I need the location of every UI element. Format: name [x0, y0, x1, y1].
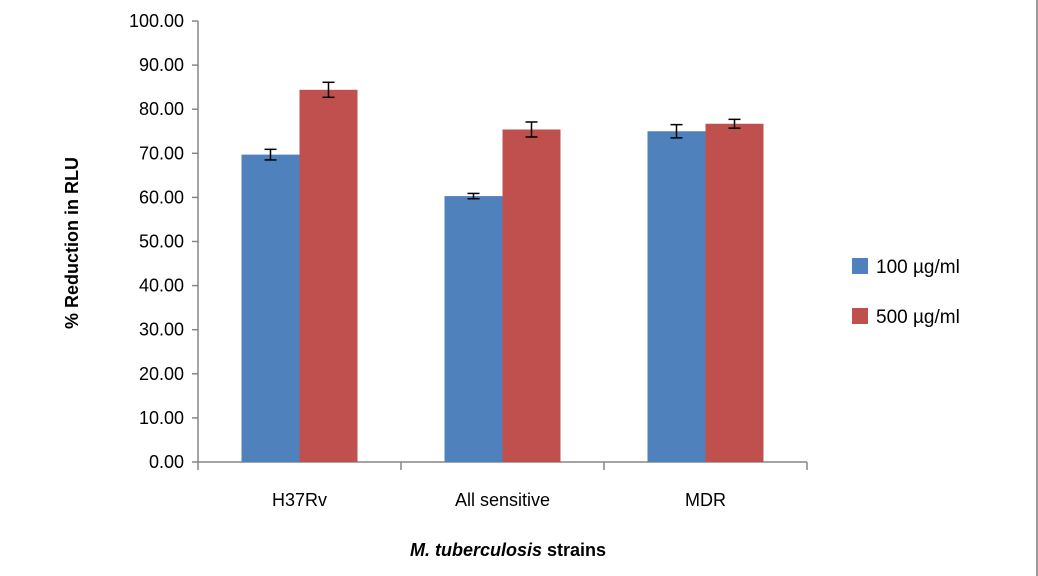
- y-tick-label: 10.00: [139, 408, 184, 428]
- legend-label: 500 µg/ml: [876, 307, 960, 328]
- y-tick-label: 60.00: [139, 187, 184, 207]
- tick-labels: 0.00 10.00 20.00 30.00 40.00 50.00 60.00 70.00 8…: [129, 11, 726, 510]
- y-tick-label: 90.00: [139, 55, 184, 75]
- legend-swatch: [852, 258, 868, 274]
- bar: [444, 196, 503, 462]
- legend-swatch: [852, 308, 868, 324]
- y-tick-label: 0.00: [149, 452, 184, 472]
- bar: [647, 131, 706, 462]
- y-tick-label: 80.00: [139, 99, 184, 119]
- y-tick-label: 40.00: [139, 276, 184, 296]
- bars: [241, 89, 764, 463]
- y-axis-title: % Reduction in RLU: [62, 157, 82, 329]
- error-bars: [264, 81, 741, 200]
- x-tick-label: MDR: [685, 490, 726, 510]
- legend-label: 100 µg/ml: [876, 257, 960, 278]
- y-tick-label: 100.00: [129, 11, 184, 31]
- x-axis-title-italic: M. tuberculosis: [410, 540, 542, 560]
- x-axis-title-rest: strains: [542, 540, 606, 560]
- bar: [705, 123, 764, 463]
- bar: [241, 154, 300, 463]
- y-tick-label: 30.00: [139, 320, 184, 340]
- x-axis-title: M. tuberculosis strains: [410, 540, 606, 560]
- bar: [299, 89, 358, 463]
- x-tick-label: H37Rv: [272, 490, 327, 510]
- bar: [502, 129, 561, 462]
- x-tick-label: All sensitive: [455, 490, 550, 510]
- y-tick-label: 50.00: [139, 232, 184, 252]
- y-tick-label: 70.00: [139, 143, 184, 163]
- legend: 100 µg/ml 500 µg/ml: [852, 257, 960, 328]
- y-tick-label: 20.00: [139, 364, 184, 384]
